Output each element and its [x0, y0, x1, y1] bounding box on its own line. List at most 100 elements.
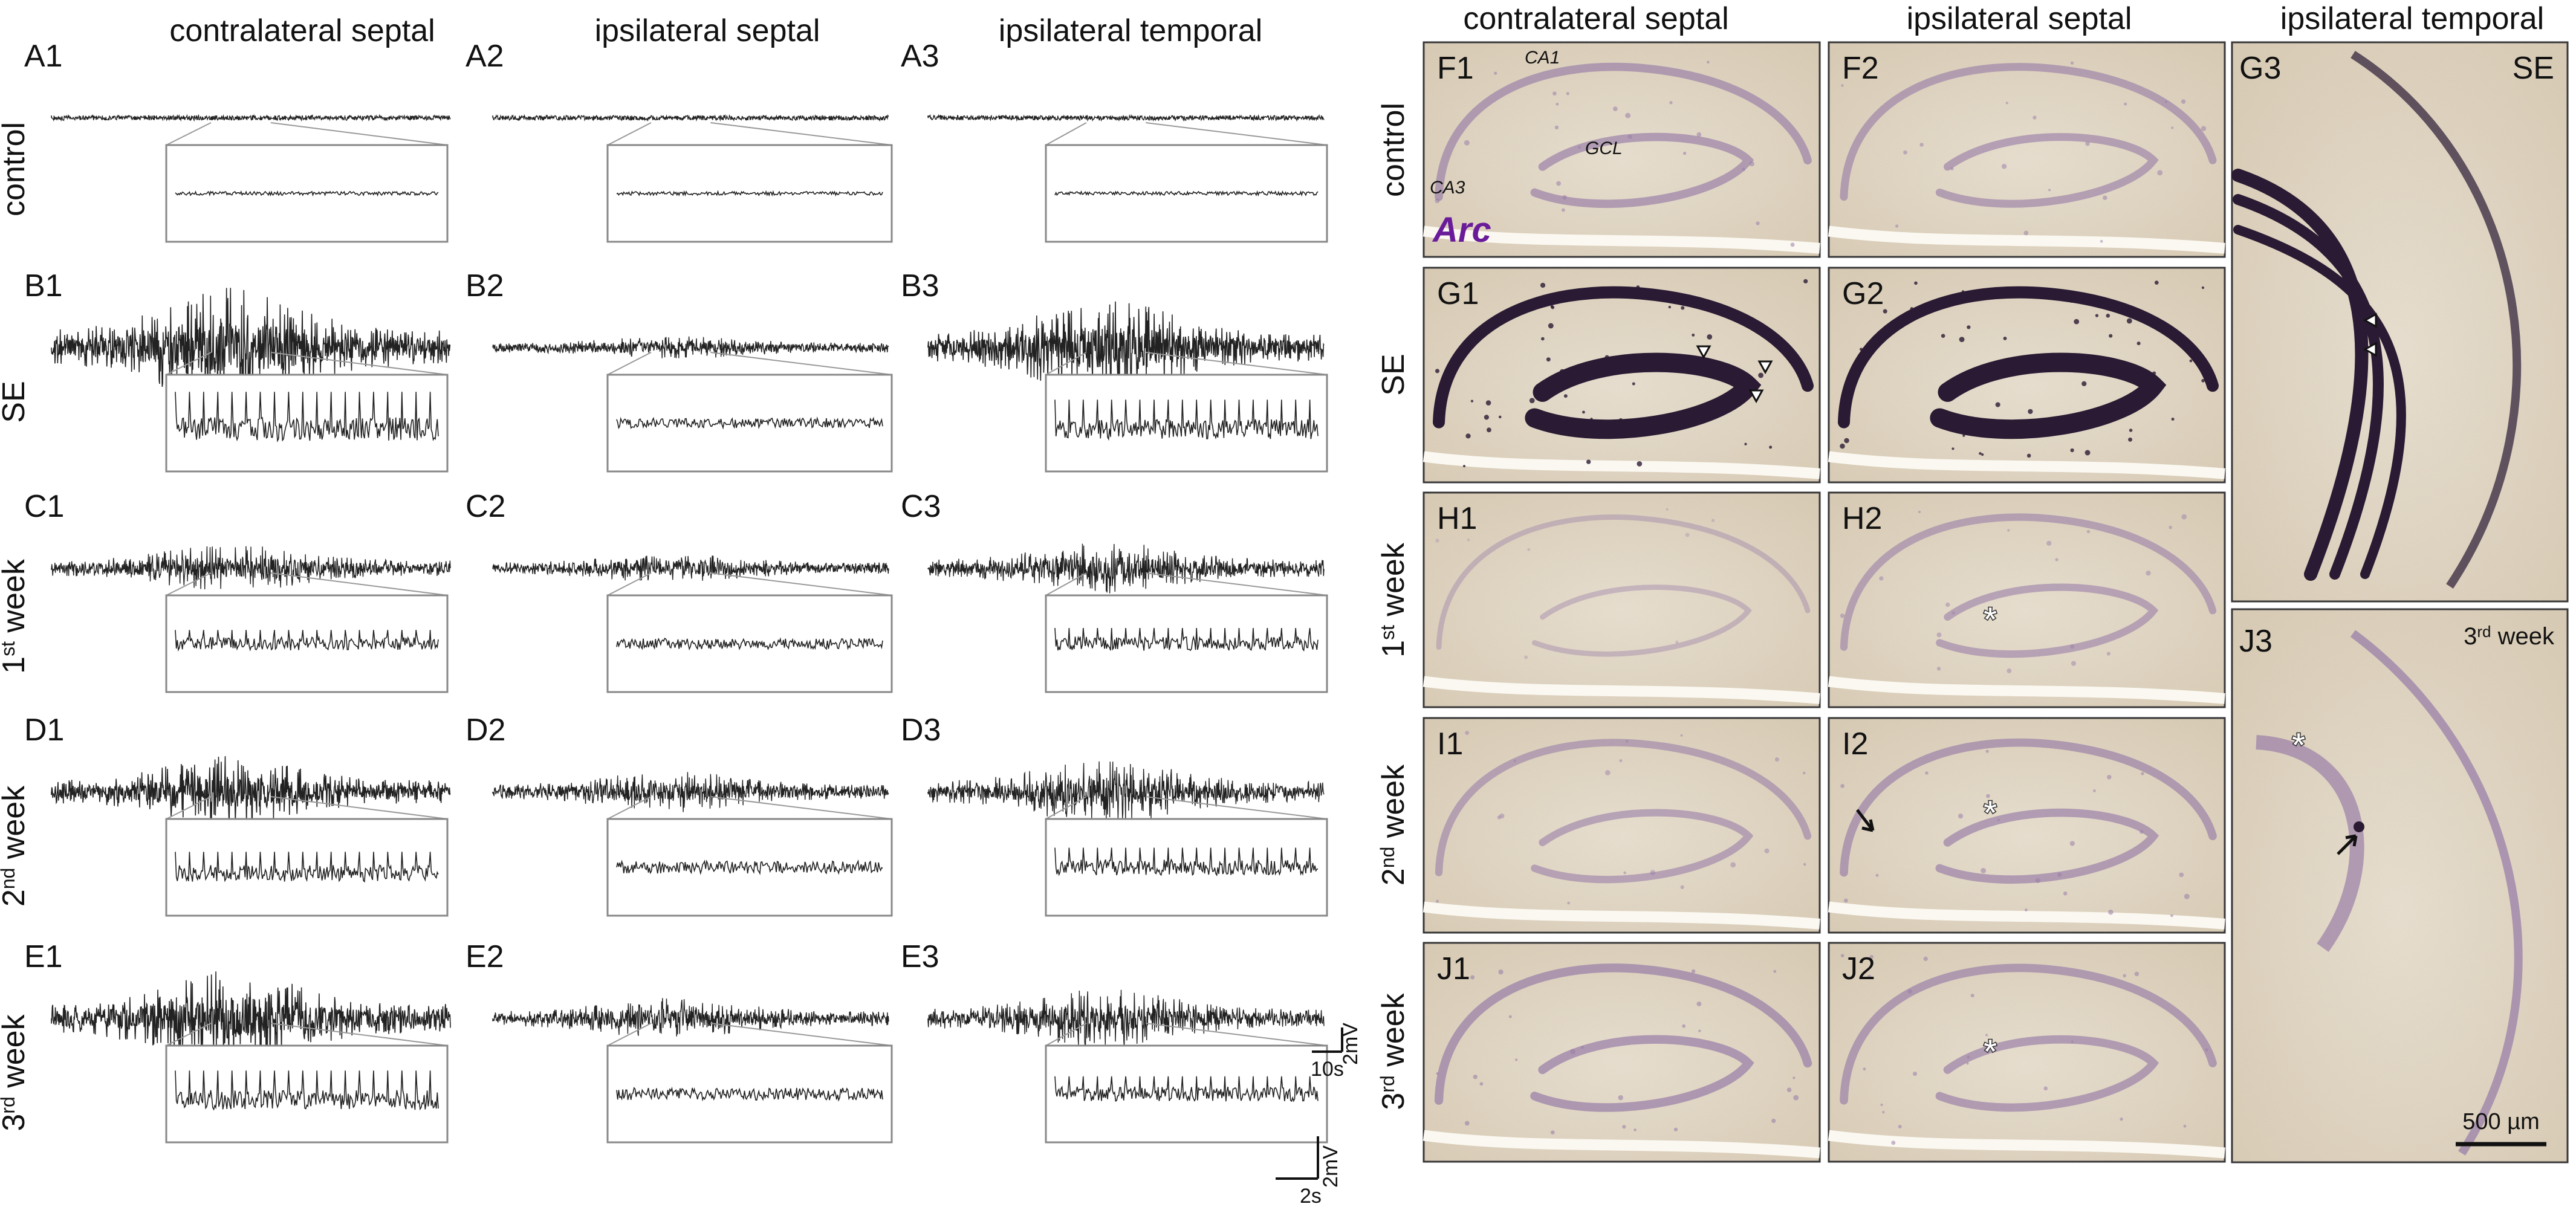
stained-cell — [1556, 181, 1561, 186]
histo-tissue-texture — [1424, 42, 1820, 257]
stained-cell — [1844, 438, 1849, 444]
stained-cell — [2126, 318, 2132, 324]
granule-cell-layer — [1935, 1035, 2159, 1112]
stained-cell — [2164, 100, 2168, 103]
stained-cell — [1945, 602, 1950, 607]
arrowhead-marker-0 — [1696, 345, 1711, 360]
stained-cell — [1711, 519, 1715, 522]
eeg-inset-box — [1045, 818, 1328, 917]
histo-panel-label: I1 — [1437, 726, 1463, 762]
stained-cell — [1742, 167, 1746, 171]
stained-cell — [2035, 878, 2040, 884]
asterisk-marker: * — [1984, 600, 1997, 639]
eeg-panel-label: D3 — [901, 713, 941, 748]
stained-cell — [1936, 667, 1941, 671]
j3-arrow-marker — [2337, 834, 2358, 855]
stained-cell — [1793, 1095, 1799, 1101]
stained-cell — [1562, 208, 1565, 212]
arrowhead-marker-1 — [1757, 360, 1773, 375]
ca-cell-layer — [1435, 62, 1812, 201]
histo-col-header-2: ipsilateral septal — [1907, 1, 2132, 36]
stained-cell — [1556, 102, 1559, 106]
eeg-row-label-0-text: control — [0, 122, 31, 216]
stained-cell — [2134, 971, 2140, 977]
eeg-row-label-4-sup: rd — [0, 1096, 19, 1113]
histo-tissue-texture — [1424, 943, 1820, 1162]
tissue-fissure — [1828, 676, 2225, 704]
eeg-zoom-line-right — [1146, 796, 1328, 820]
eeg-main-trace — [51, 546, 451, 590]
eeg-panel-d2: D2 — [466, 713, 893, 917]
stained-cell — [1435, 539, 1439, 543]
eeg-zoom-line-right — [1146, 122, 1328, 146]
stained-cell — [1673, 1127, 1678, 1131]
stained-cell — [1962, 434, 1965, 437]
stained-cell — [1803, 279, 1808, 283]
stained-cell — [1465, 731, 1470, 736]
stained-cell — [2033, 115, 2037, 120]
stained-cell — [1678, 299, 1682, 304]
histo-panel-label: G3 — [2239, 51, 2281, 86]
eeg-zoom-line-left — [166, 122, 212, 146]
eeg-inset-trace — [616, 416, 883, 430]
histo-col-header-1: contralateral septal — [1463, 1, 1728, 36]
stained-cell — [1919, 143, 1924, 147]
tissue-fissure — [1423, 901, 1820, 930]
ca-cell-layer — [1436, 514, 1811, 650]
stained-cell — [2189, 359, 2193, 363]
eeg-panel-c1: C1 — [24, 489, 451, 693]
stained-cell — [2074, 319, 2080, 325]
stained-cell — [1462, 465, 1466, 468]
stained-cell — [2029, 367, 2036, 373]
stained-cell — [1578, 146, 1582, 149]
stained-cell — [1923, 956, 1928, 962]
j3-tag-rest: week — [2491, 623, 2555, 650]
stained-cell — [1769, 445, 1773, 449]
j3-tag: 3rd week — [2464, 623, 2555, 650]
histo-row-label-4-rest: week — [1376, 992, 1411, 1075]
eeg-zoom-line-left — [607, 352, 652, 375]
stained-cell — [1619, 759, 1623, 762]
stained-cell — [1668, 305, 1671, 309]
granule-cell-layer — [1530, 1035, 1754, 1112]
stained-cell — [1485, 400, 1491, 406]
stained-cell — [1863, 1067, 1866, 1071]
stained-cell — [1680, 885, 1684, 889]
eeg-zoom-line-right — [270, 122, 448, 146]
eeg-panel-b1: B1 — [24, 268, 451, 473]
eeg-panel-label: A2 — [466, 39, 504, 74]
eeg-row-label-2-rest: week — [0, 558, 31, 641]
stained-cell — [2120, 1117, 2123, 1121]
ca-cell-layer — [1838, 286, 2219, 429]
eeg-main-trace — [51, 288, 451, 403]
eeg-zoom-line-left — [166, 572, 212, 596]
eeg-inset-box — [1045, 1044, 1328, 1144]
stained-cell — [1562, 195, 1567, 200]
stained-cell — [2181, 99, 2186, 104]
stained-cell — [1586, 459, 1591, 464]
stained-cell — [2184, 893, 2190, 899]
eeg-panel-label: B3 — [901, 268, 939, 303]
stained-cell — [1841, 84, 1844, 87]
eeg-panel-label: C3 — [901, 489, 941, 524]
granule-cell-layer — [1532, 584, 1752, 657]
g3-cell-band-2 — [2233, 225, 2406, 579]
stained-cell — [1484, 326, 1488, 331]
eeg-inset-trace — [616, 637, 883, 651]
stained-cell — [1859, 348, 1863, 351]
stained-cell — [1773, 969, 1777, 973]
histo-panel-label: H1 — [1437, 501, 1477, 536]
stained-cell — [1582, 410, 1585, 414]
stained-cell — [1494, 71, 1497, 75]
stained-cell — [1484, 415, 1489, 420]
stained-cell — [1675, 640, 1679, 644]
eeg-zoom-line-right — [1146, 1023, 1328, 1046]
stained-cell — [1467, 538, 1470, 542]
stained-cell — [2043, 1086, 2048, 1091]
stained-cell — [2205, 1048, 2208, 1052]
histo-row-label-2-text: 1 — [1376, 640, 1411, 658]
j3-granule-layer — [2256, 735, 2364, 952]
eeg-col-header-2: ipsilateral septal — [595, 13, 820, 48]
eeg-panel-label: E2 — [466, 939, 504, 974]
histo-panel-f1: F1 CA1 GCL CA3 Arc — [1423, 41, 1821, 258]
